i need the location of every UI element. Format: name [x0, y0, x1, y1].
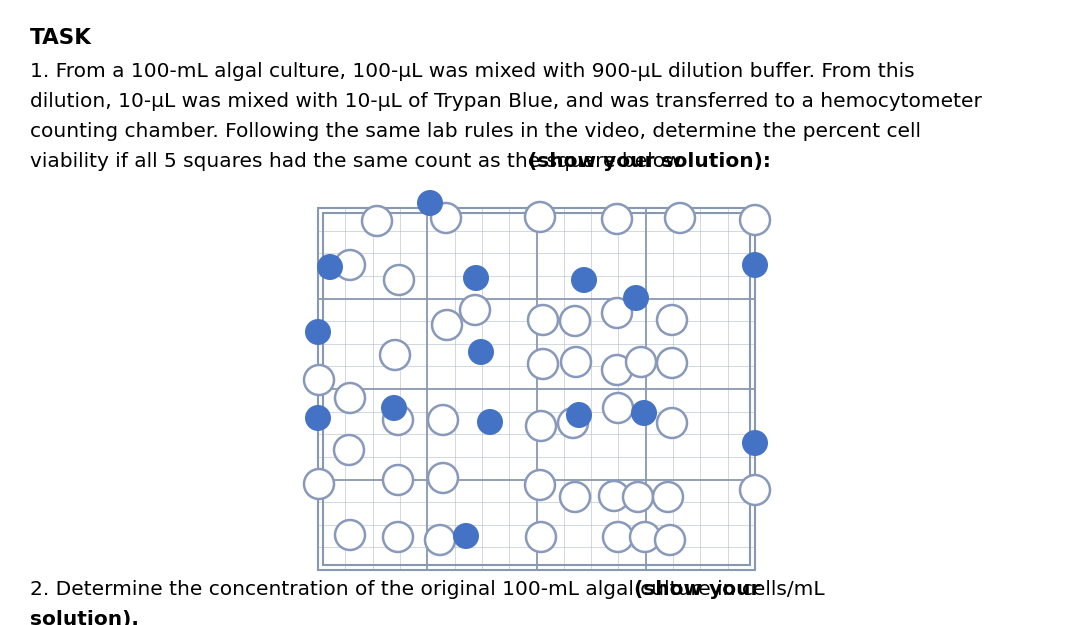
Circle shape	[460, 295, 490, 325]
Circle shape	[453, 523, 480, 549]
Circle shape	[654, 525, 685, 555]
Circle shape	[528, 305, 558, 335]
Text: 2. Determine the concentration of the original 100-mL algal culture in cells/mL: 2. Determine the concentration of the or…	[30, 580, 831, 599]
Circle shape	[426, 525, 455, 555]
Circle shape	[561, 482, 590, 512]
Circle shape	[742, 252, 768, 278]
Circle shape	[305, 319, 330, 345]
Circle shape	[303, 469, 334, 499]
Circle shape	[525, 202, 555, 232]
Circle shape	[526, 411, 556, 441]
Bar	[318, 208, 755, 570]
Circle shape	[525, 470, 555, 500]
Text: dilution, 10-μL was mixed with 10-μL of Trypan Blue, and was transferred to a he: dilution, 10-μL was mixed with 10-μL of …	[30, 92, 982, 111]
Circle shape	[561, 306, 590, 336]
Circle shape	[623, 285, 649, 311]
Text: viability if all 5 squares had the same count as the square below: viability if all 5 squares had the same …	[30, 152, 688, 171]
Circle shape	[335, 383, 365, 413]
Circle shape	[740, 475, 770, 505]
Circle shape	[653, 482, 683, 512]
Circle shape	[528, 349, 558, 379]
Circle shape	[657, 408, 687, 438]
Circle shape	[428, 405, 458, 435]
Circle shape	[631, 400, 657, 426]
Circle shape	[383, 465, 413, 495]
Circle shape	[383, 405, 413, 435]
Circle shape	[417, 190, 443, 216]
Bar	[323, 213, 750, 565]
Circle shape	[428, 463, 458, 493]
Circle shape	[463, 265, 489, 291]
Text: (show your: (show your	[634, 580, 760, 599]
Circle shape	[630, 522, 660, 552]
Circle shape	[740, 205, 770, 235]
Circle shape	[665, 203, 696, 233]
Circle shape	[657, 305, 687, 335]
Circle shape	[626, 347, 656, 377]
Circle shape	[571, 267, 597, 293]
Circle shape	[602, 204, 632, 234]
Circle shape	[526, 522, 556, 552]
Circle shape	[602, 298, 632, 328]
Circle shape	[335, 250, 365, 280]
Circle shape	[383, 522, 413, 552]
Circle shape	[599, 481, 629, 511]
Circle shape	[384, 265, 414, 295]
Circle shape	[742, 430, 768, 456]
Circle shape	[381, 395, 407, 421]
Circle shape	[303, 365, 334, 395]
Circle shape	[432, 310, 462, 340]
Text: counting chamber. Following the same lab rules in the video, determine the perce: counting chamber. Following the same lab…	[30, 122, 921, 141]
Text: (show your solution):: (show your solution):	[528, 152, 771, 171]
Circle shape	[468, 339, 494, 365]
Circle shape	[566, 402, 592, 428]
Circle shape	[335, 520, 365, 550]
Circle shape	[623, 482, 653, 512]
Circle shape	[380, 340, 410, 370]
Circle shape	[362, 206, 392, 236]
Circle shape	[558, 408, 588, 438]
Circle shape	[305, 405, 330, 431]
Circle shape	[477, 409, 503, 435]
Circle shape	[603, 393, 633, 423]
Circle shape	[602, 355, 632, 385]
Text: TASK: TASK	[30, 28, 92, 48]
Circle shape	[561, 347, 591, 377]
Text: 1. From a 100-mL algal culture, 100-μL was mixed with 900-μL dilution buffer. Fr: 1. From a 100-mL algal culture, 100-μL w…	[30, 62, 915, 81]
Circle shape	[334, 435, 364, 465]
Circle shape	[603, 522, 633, 552]
Circle shape	[318, 254, 343, 280]
Circle shape	[657, 348, 687, 378]
Text: solution).: solution).	[30, 610, 139, 625]
Circle shape	[431, 203, 461, 233]
